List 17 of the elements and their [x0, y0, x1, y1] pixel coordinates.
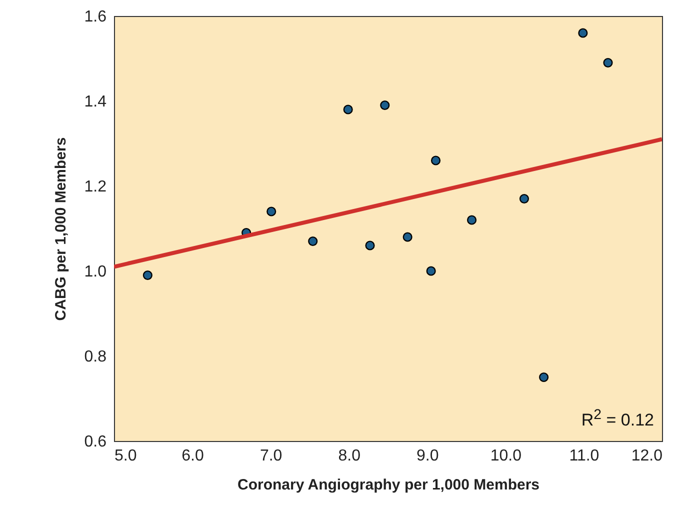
x-tick-label: 7.0 [260, 448, 282, 464]
y-tick-label: 1.0 [84, 264, 107, 280]
x-tick-label: 5.0 [114, 448, 137, 464]
y-tick-label: 1.6 [84, 8, 107, 26]
x-tick-label: 10.0 [490, 448, 522, 464]
x-tick-label: 11.0 [569, 448, 600, 464]
r-squared-note: R$^{2}$ = 0.12 [581, 407, 654, 431]
y-tick-label: 0.6 [84, 434, 107, 450]
x-tick-label: 6.0 [182, 448, 204, 464]
x-tick-label: 9.0 [416, 448, 439, 464]
y-tick-label: 1.2 [84, 178, 107, 196]
x-axis-title: Coronary Angiography per 1,000 Members [237, 476, 540, 494]
x-tick-label: 12.0 [631, 448, 663, 464]
x-tick-label: 8.0 [338, 448, 361, 464]
y-tick-label: 1.4 [84, 94, 107, 110]
y-tick-label: 0.8 [84, 348, 107, 366]
y-axis-title: CABG per 1,000 Members [52, 137, 70, 321]
